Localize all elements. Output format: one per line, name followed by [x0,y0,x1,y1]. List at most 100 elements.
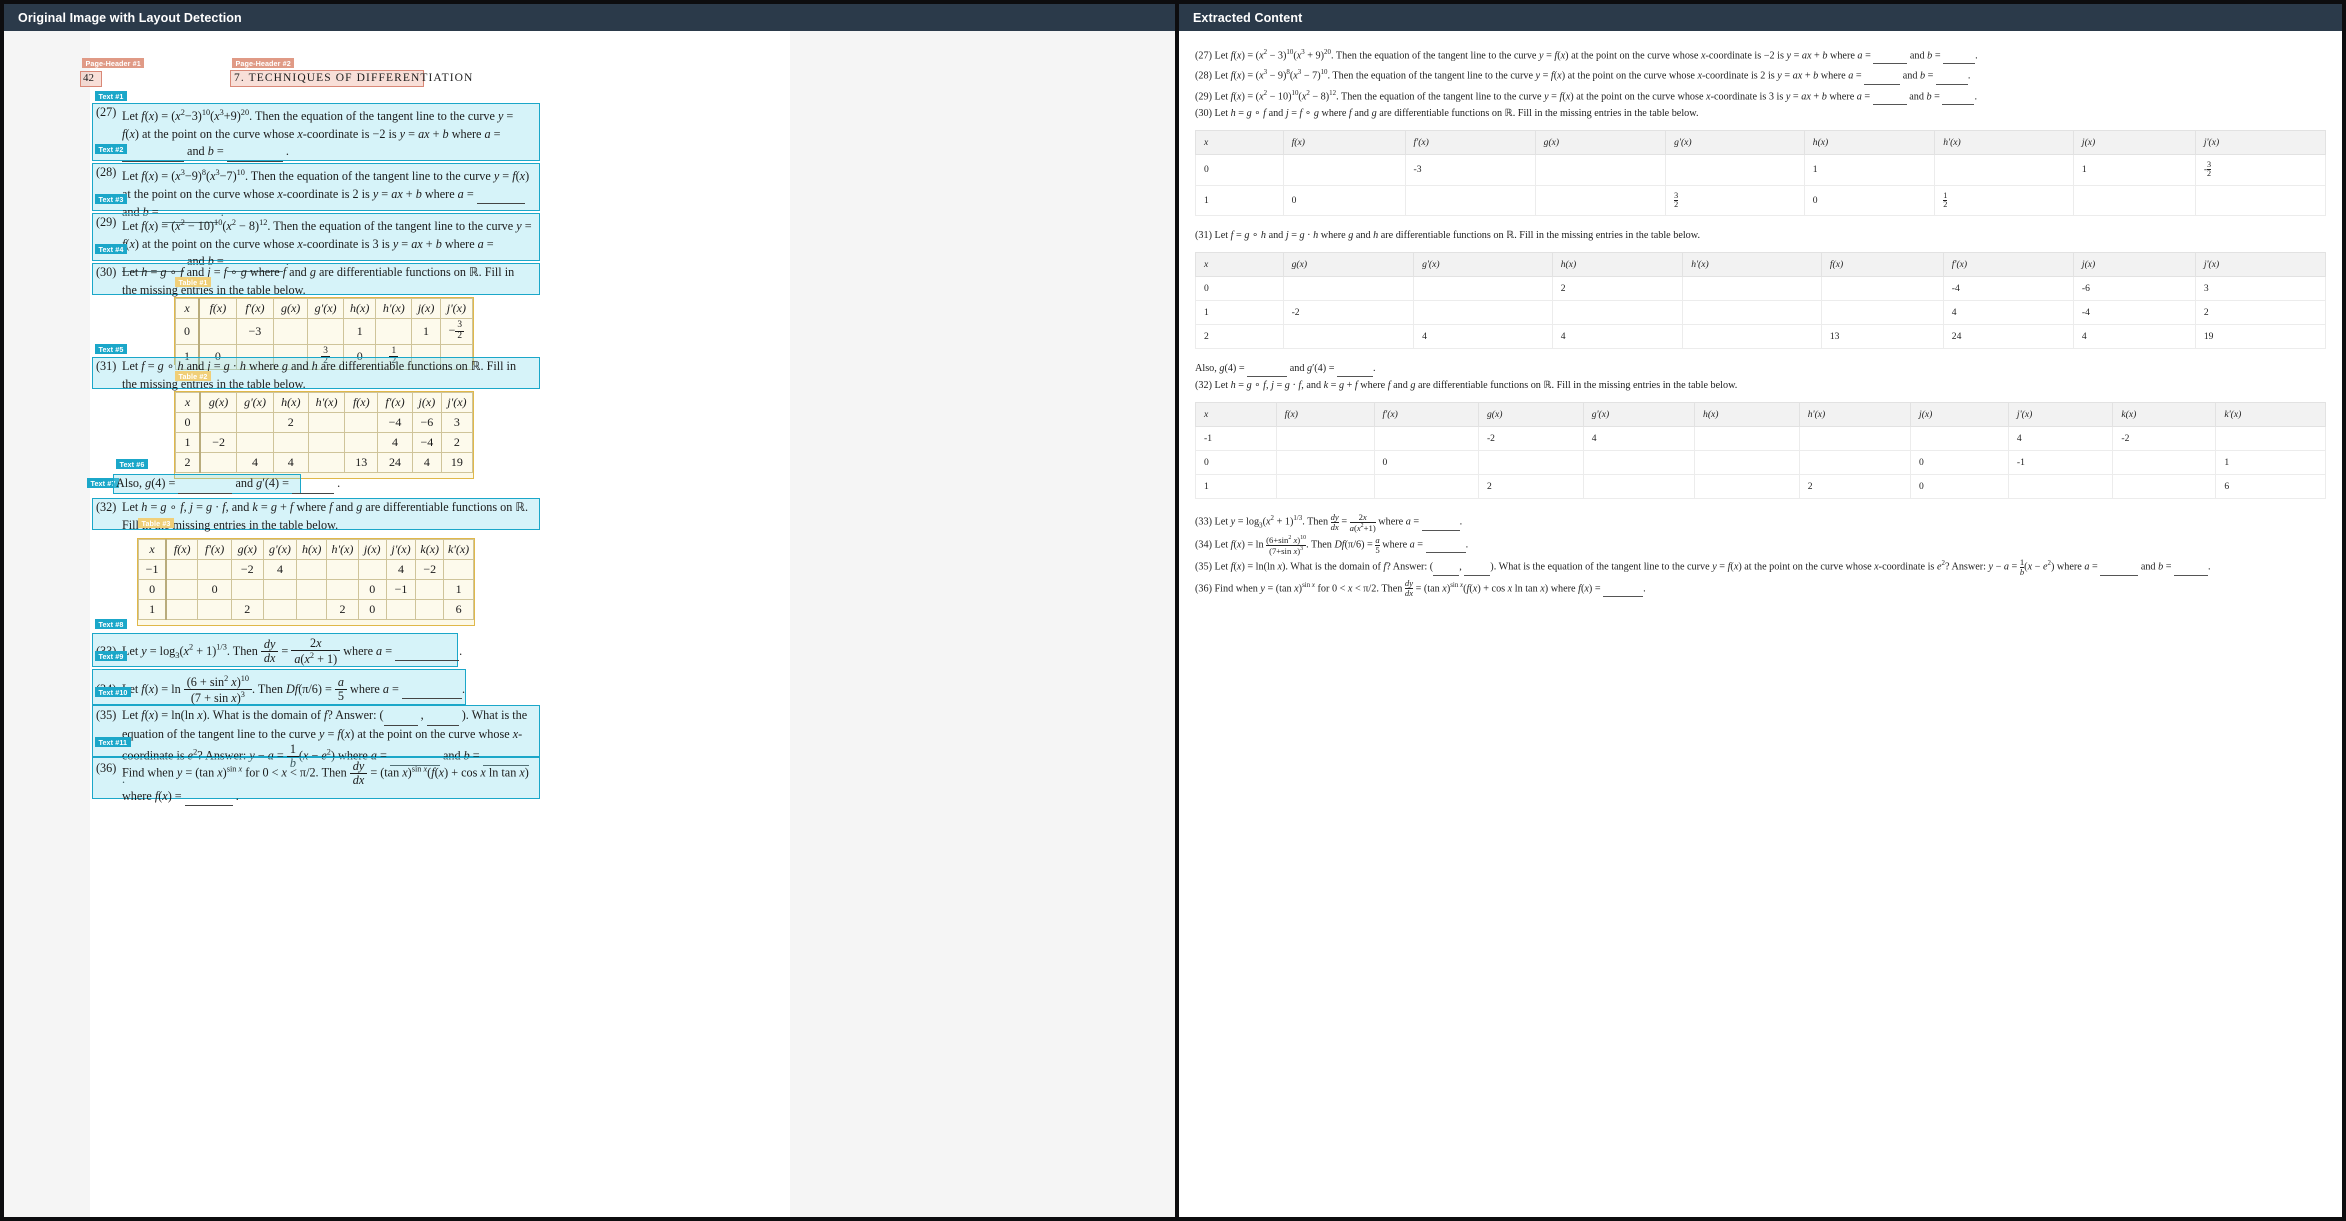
detection-tag-text-3[interactable]: Text #3 [95,194,127,205]
ex31-r0c7: -6 [2072,276,2196,302]
detection-tag-page-header-1[interactable]: Page-Header #1 [82,58,145,69]
table31-r0c3: 2 [272,412,309,433]
ex30-r0c3 [1534,154,1667,186]
table32-r0c0: −1 [138,559,167,580]
ex30-r1c1: 0 [1282,184,1406,217]
detection-tag-text-11[interactable]: Text #11 [95,737,131,748]
table31-r2c4 [307,452,346,473]
table32-r2c7: 0 [357,599,387,620]
right-panel-body[interactable]: (27) Let f(x) = (x2 − 3)10(x3 + 9)20. Th… [1179,31,2342,1217]
ex30-th-5: h(x) [1803,130,1936,156]
ex31-th-0: x [1195,252,1284,278]
ex32-th-0: x [1195,402,1277,428]
detection-tag-text-5[interactable]: Text #5 [95,344,127,355]
ex32-r1c5 [1694,450,1800,476]
ex32-r0c7 [1910,426,2009,452]
detection-tag-text-10[interactable]: Text #10 [95,687,132,698]
running-head: 7. TECHNIQUES OF DIFFERENTIATION [234,72,474,84]
detection-tag-table-3[interactable]: Table #3 [138,518,175,529]
table31-r1c1: −2 [199,432,238,453]
ex31-r0c3: 2 [1551,276,1684,302]
detection-tag-text-6[interactable]: Text #6 [116,459,148,470]
detection-box-text-12[interactable] [92,757,540,799]
table31-r0c8: 3 [440,412,474,433]
ex32-r2c5 [1694,474,1800,500]
detection-tag-text-2[interactable]: Text #2 [95,144,127,155]
problem-32: (32) Let h = g ∘ f, j = g · f, and k = g … [96,500,529,532]
detection-box-page-header-2[interactable] [230,70,424,87]
problem-29: (29) Let f(x) = (x2 − 10)10(x2 − 8)12. Th… [96,214,540,272]
ex31-r1c5 [1820,300,1944,326]
table32-r1c10: 1 [443,579,474,600]
ex30-r0c6 [1934,154,2074,186]
extracted-content: (27) Let f(x) = (x2 − 3)10(x3 + 9)20. Th… [1179,31,2342,1217]
table32-th-2: f'(x) [197,539,232,560]
table32-r0c10 [443,559,474,580]
ex32-r1c3 [1477,450,1584,476]
detection-tag-text-7[interactable]: Text #7 [87,478,119,489]
table32-r1c8: −1 [385,579,417,600]
detection-tag-table-2[interactable]: Table #2 [175,371,212,382]
table31-r1c2 [236,432,274,453]
extracted-line-31: (31) Let f = g ∘ h and j = g · h where g… [1195,230,1701,242]
table31-r2c2: 4 [236,452,274,473]
detection-box-text-11[interactable] [92,705,540,757]
detection-tag-text-8[interactable]: Text #8 [95,619,127,630]
table32-r2c4 [262,599,298,620]
problem-30: (30) Let h = g ∘ f and j = f ∘ g where f … [96,265,515,297]
ex32-r2c10: 6 [2215,474,2326,500]
detection-box-text-4[interactable] [92,263,540,295]
extracted-line-27: (27) Let f(x) = (x2 − 3)10(x3 + 9)20. Th… [1195,45,2326,65]
table30-r0c1 [198,318,237,345]
table32-r2c8 [385,599,417,620]
table32-r0c6 [326,559,359,580]
table30-th-4: g'(x) [307,298,345,319]
page-number: 42 [83,72,94,84]
detection-tag-page-header-2[interactable]: Page-Header #2 [232,58,295,69]
table31-r0c0: 0 [175,412,201,433]
detection-box-text-3[interactable] [92,213,540,261]
left-panel-title: Original Image with Layout Detection [4,4,1175,31]
table31-r0c2 [236,412,274,433]
detection-tag-text-9[interactable]: Text #9 [95,651,127,662]
ex32-th-9: k(x) [2112,402,2217,428]
ex32-r0c9: -2 [2112,426,2217,452]
table31-th-7: j(x) [411,392,442,413]
ex32-r1c0: 0 [1195,450,1277,476]
ex32-th-3: g(x) [1477,402,1584,428]
table31-th-3: h(x) [272,392,309,413]
detection-box-text-2[interactable] [92,163,540,211]
table-row: 0 2 -4 -6 3 [1195,276,2327,302]
detection-box-text-7[interactable] [113,474,301,494]
ex32-th-5: h(x) [1694,402,1800,428]
ex32-r1c4 [1582,450,1696,476]
table-row: 0 2 −4 −6 3 [175,412,474,433]
table30-r1c5: 0 [343,343,377,371]
table32-r1c5 [296,579,328,600]
table31-r1c6: 4 [377,432,413,453]
ex32-r2c8 [2007,474,2114,500]
detection-box-text-5[interactable] [92,357,540,389]
detection-tag-text-1[interactable]: Text #1 [95,91,127,102]
left-panel-body[interactable]: Page-Header #1 42 Page-Header #2 7. TECH… [4,31,1175,1217]
ex31-r1c6: 4 [1942,300,2074,326]
ex30-r1c2 [1404,184,1536,217]
extracted-line-32: (32) Let h = g ∘ f, j = g · f, and k = g… [1195,380,1738,392]
table32-r0c2 [197,559,232,580]
ex31-r0c6: -4 [1942,276,2074,302]
detection-box-text-1[interactable] [92,103,540,161]
detection-box-page-header-1[interactable] [80,71,102,87]
detection-tag-text-4[interactable]: Text #4 [95,244,127,255]
ex30-th-2: f'(x) [1404,130,1536,156]
ex30-r1c0: 1 [1195,184,1284,217]
ex31-th-5: f(x) [1820,252,1944,278]
table30-r0c2: −3 [235,318,275,345]
detection-box-text-9[interactable] [92,633,458,667]
ex30-r0c0: 0 [1195,154,1284,186]
ex32-r2c3: 2 [1477,474,1584,500]
ex32-r0c1 [1275,426,1375,452]
detection-tag-table-1[interactable]: Table #1 [175,277,212,288]
ex30-th-4: g'(x) [1665,130,1805,156]
